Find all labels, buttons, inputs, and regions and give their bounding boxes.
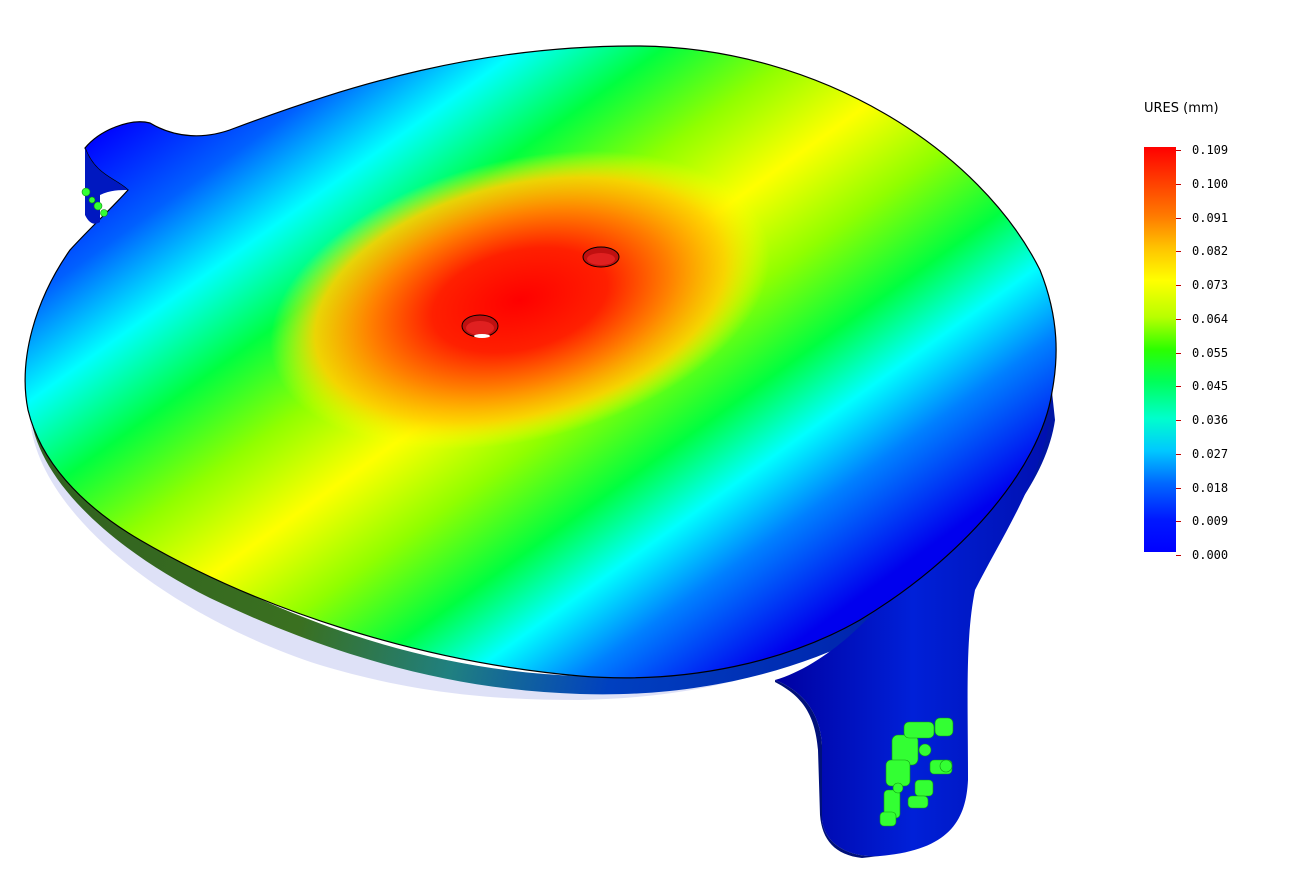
legend-tick <box>1176 318 1181 320</box>
legend-tick <box>1176 555 1181 556</box>
legend-tick <box>1176 251 1181 253</box>
fixture-markers-right <box>879 717 954 827</box>
legend-tick <box>1176 386 1181 388</box>
legend-label: 0.055 <box>1192 345 1229 360</box>
legend-tick <box>1176 285 1181 286</box>
legend-label: 0.036 <box>1192 413 1229 427</box>
legend-tick <box>1176 150 1181 151</box>
legend-label: 0.045 <box>1192 379 1229 394</box>
legend-label: 0.073 <box>1192 278 1229 292</box>
fixture-markers-left <box>81 187 108 217</box>
legend-title: URES (mm) <box>1144 101 1219 116</box>
legend-label: 0.082 <box>1192 244 1229 259</box>
legend-color-bar <box>1144 147 1176 552</box>
legend-label: 0.100 <box>1192 176 1229 191</box>
legend-tick <box>1176 453 1181 455</box>
legend-tick <box>1176 352 1181 354</box>
legend-tick <box>1176 487 1181 489</box>
legend-label: 0.091 <box>1192 210 1229 225</box>
disc-outline <box>24 45 1057 679</box>
legend-tick <box>1176 183 1181 185</box>
disc-side-wall <box>28 392 1055 695</box>
legend-label: 0.064 <box>1192 311 1229 326</box>
mounting-hole-1 <box>582 246 620 268</box>
mounting-tab-right <box>775 420 1050 857</box>
legend-label: 0.109 <box>1192 143 1229 157</box>
legend-tick <box>1176 420 1181 421</box>
legend-label: 0.009 <box>1192 514 1229 529</box>
legend-label: 0.000 <box>1192 548 1229 562</box>
legend-label: 0.027 <box>1192 446 1229 461</box>
legend-tick <box>1176 521 1181 523</box>
mounting-hole-2 <box>461 314 499 338</box>
legend-label: 0.018 <box>1192 480 1229 495</box>
legend-tick <box>1176 217 1181 219</box>
